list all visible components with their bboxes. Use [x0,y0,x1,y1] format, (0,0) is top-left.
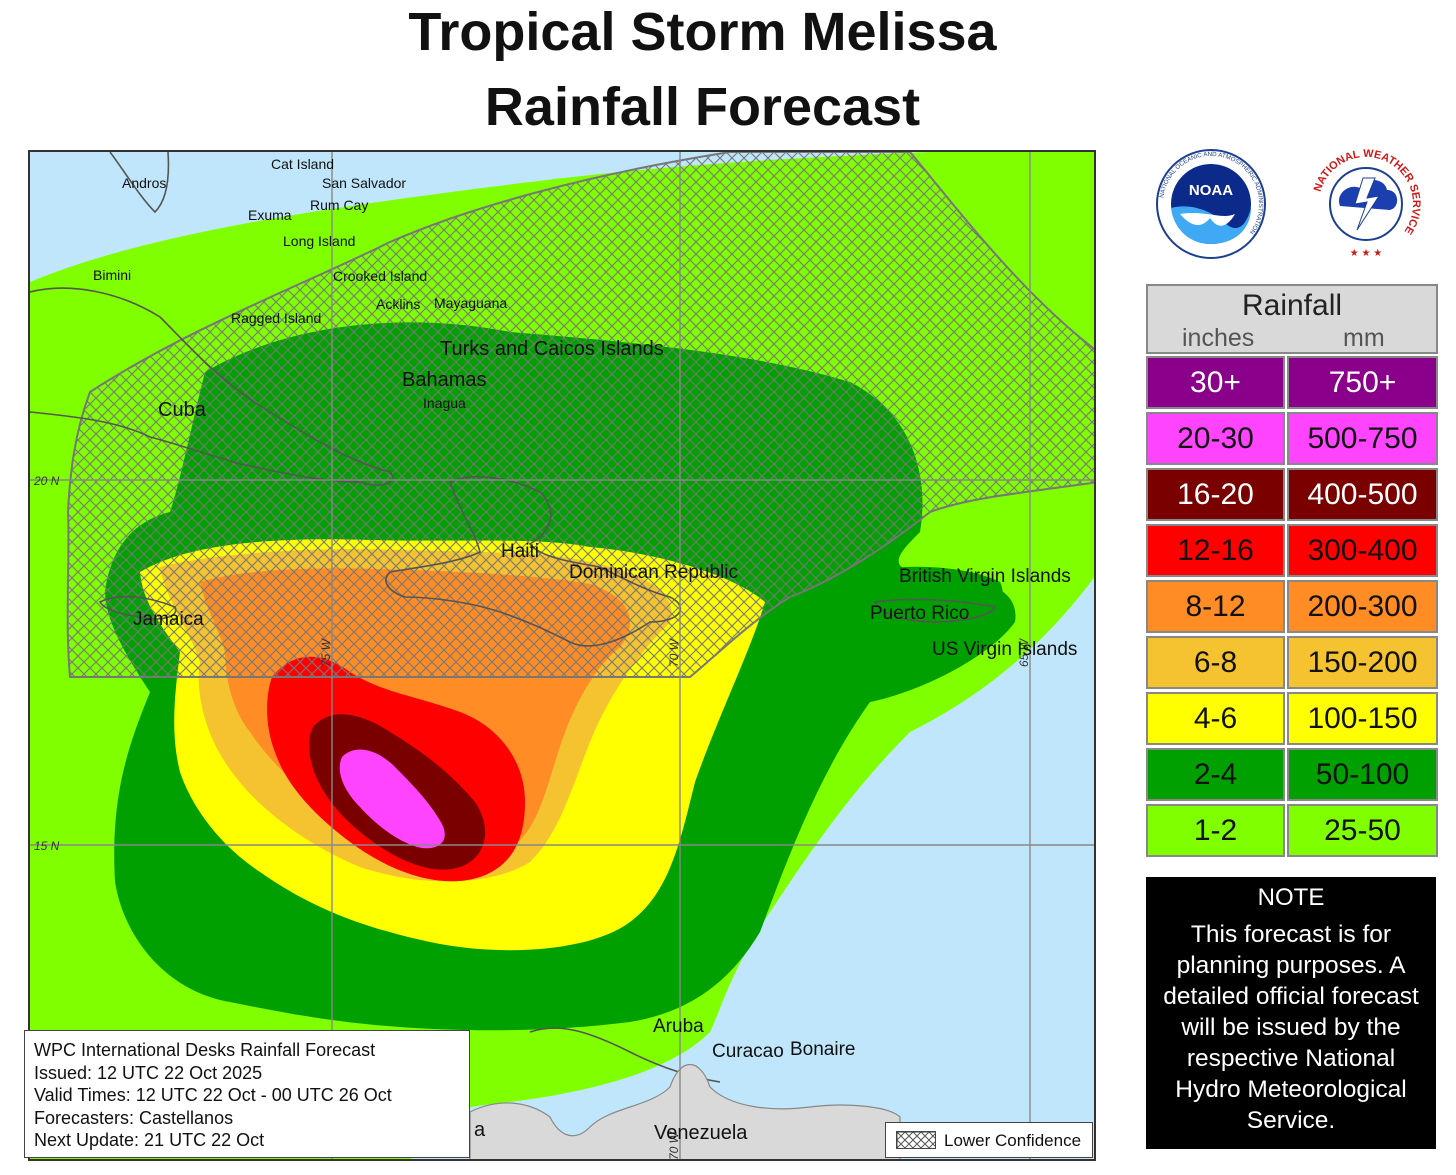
legend-cell-inches: 4-6 [1146,692,1285,745]
map-title-line-1: Tropical Storm Melissa [408,2,997,62]
info-issued: Issued: 12 UTC 22 Oct 2025 [34,1062,263,1083]
legend-cell-mm: 150-200 [1287,636,1438,689]
info-next-update: Next Update: 21 UTC 22 Oct [34,1130,265,1150]
legend-row: 6-8 150-200 [1146,636,1438,689]
legend-cell-inches: 20-30 [1146,412,1285,465]
legend-cell-mm: 500-750 [1287,412,1438,465]
rainfall-map: 20 N 15 N 75 W 70 W 65 W 70 W Andros Cat… [28,150,1096,1161]
label-turks-caicos: Turks and Caicos Islands [440,338,664,360]
legend-title: Rainfall [1241,289,1343,322]
lower-confidence-area [66,152,1094,678]
info-forecasters: Forecasters: Castellanos [34,1107,234,1128]
label-dominican-republic: Dominican Republic [569,562,738,583]
lower-confidence-label: Lower Confidence [944,1131,1082,1150]
label-colombia-partial: a [474,1119,486,1141]
label-mayaguana: Mayaguana [434,295,507,311]
legend-cell-mm: 200-300 [1287,580,1438,633]
label-bimini: Bimini [93,267,131,283]
map-title-line-2: Rainfall Forecast [484,77,921,137]
label-crooked-island: Crooked Island [333,268,427,284]
legend-row: 20-30 500-750 [1146,412,1438,465]
label-usvi: US Virgin Islands [932,639,1077,660]
planning-note: NOTE This forecast is for planning purpo… [1146,877,1436,1149]
label-venezuela: Venezuela [654,1122,748,1144]
info-valid-times: Valid Times: 12 UTC 22 Oct - 00 UTC 26 O… [34,1085,392,1105]
hatch-swatch [896,1131,936,1149]
lon-label-75w: 75 W [319,637,333,667]
legend-cell-inches: 16-20 [1146,468,1285,521]
legend-row: 8-12 200-300 [1146,580,1438,633]
nws-logo: NATIONAL WEATHER SERVICE ★ ★ ★ [1312,148,1422,259]
label-cat-island: Cat Island [271,156,334,172]
legend-cell-inches: 1-2 [1146,804,1285,857]
lon-label-70w: 70 W [667,637,681,667]
legend-row: 16-20 400-500 [1146,468,1438,521]
lat-lon-grid [30,152,1094,1159]
forecast-info-box: WPC International Desks Rainfall Forecas… [24,1030,470,1158]
legend-cell-mm: 100-150 [1287,692,1438,745]
label-cuba: Cuba [158,399,207,421]
label-inagua: Inagua [423,395,466,411]
legend-row: 2-4 50-100 [1146,748,1438,801]
label-bvi: British Virgin Islands [899,566,1071,587]
label-exuma: Exuma [248,207,292,223]
lower-confidence-key: Lower Confidence [885,1122,1093,1158]
label-long-island: Long Island [283,233,355,249]
legend-cell-inches: 6-8 [1146,636,1285,689]
label-acklins: Acklins [376,296,420,312]
legend-cell-mm: 50-100 [1287,748,1438,801]
legend-col-mm: mm [1343,324,1385,352]
label-bonaire: Bonaire [790,1039,856,1060]
legend-cell-inches: 30+ [1146,356,1285,409]
rain-20-30-area [339,749,445,849]
noaa-logo: NATIONAL OCEANIC AND ATMOSPHERIC ADMINIS… [1156,149,1266,259]
label-haiti: Haiti [501,541,539,562]
legend-row: 1-2 25-50 [1146,804,1438,857]
note-body: This forecast is for planning purposes. … [1163,921,1419,1134]
label-rum-cay: Rum Cay [310,197,368,213]
label-andros: Andros [122,175,166,191]
legend-row: 4-6 100-150 [1146,692,1438,745]
legend-cell-inches: 12-16 [1146,524,1285,577]
lat-label-20n: 20 N [33,474,60,488]
label-bahamas: Bahamas [402,369,487,391]
legend-row: 12-16 300-400 [1146,524,1438,577]
label-ragged-island: Ragged Island [231,310,321,326]
legend-col-inches: inches [1182,324,1255,352]
nws-stars-icon: ★ ★ ★ [1350,248,1382,259]
noaa-wordmark: NOAA [1189,182,1233,199]
legend-cell-mm: 400-500 [1287,468,1438,521]
legend-cell-mm: 25-50 [1287,804,1438,857]
lon-label-70w-south: 70 W [667,1130,681,1160]
label-jamaica: Jamaica [133,609,204,630]
label-san-salvador: San Salvador [322,175,406,191]
lon-label-65w: 65 W [1017,637,1031,667]
legend-cell-mm: 300-400 [1287,524,1438,577]
map-canvas: 20 N 15 N 75 W 70 W 65 W 70 W Andros Cat… [30,152,1094,1160]
legend-row: 30+ 750+ [1146,356,1438,409]
label-curacao: Curacao [712,1041,784,1062]
label-puerto-rico: Puerto Rico [870,603,969,624]
lat-label-15n: 15 N [34,839,60,853]
label-aruba: Aruba [653,1016,704,1037]
legend-cell-inches: 8-12 [1146,580,1285,633]
legend-cell-mm: 750+ [1287,356,1438,409]
venezuela-land [469,1063,901,1159]
info-product: WPC International Desks Rainfall Forecas… [34,1040,376,1060]
legend-header: Rainfall inches mm [1146,284,1438,354]
legend-cell-inches: 2-4 [1146,748,1285,801]
note-title: NOTE [1257,884,1325,911]
